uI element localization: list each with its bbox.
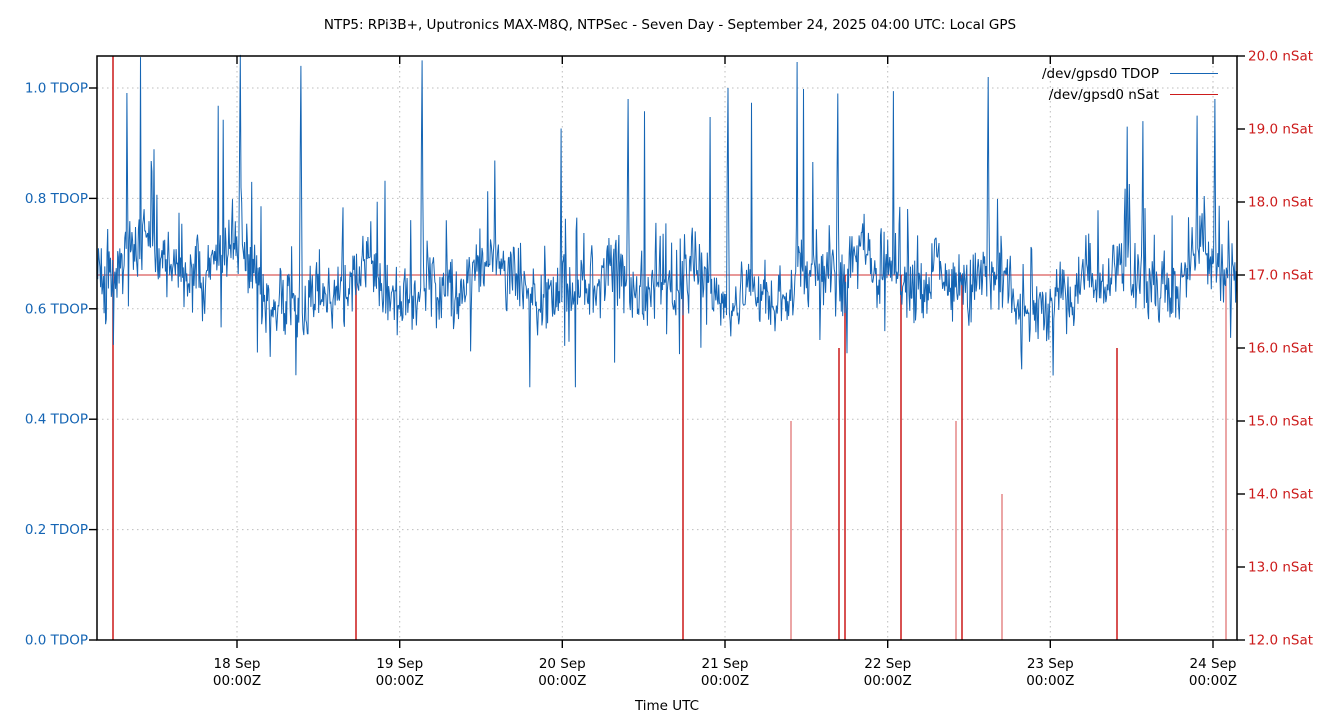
nsat-line-sample-icon	[1170, 94, 1218, 95]
x-tick-label: 20 Sep 00:00Z	[538, 656, 586, 689]
plot-border-rect	[96, 55, 1238, 641]
x-tick-label: 19 Sep 00:00Z	[376, 656, 424, 689]
legend-label-nsat: /dev/gpsd0 nSat	[1048, 86, 1159, 103]
axis-tick-labels: 0.0 TDOP 0.2 TDOP 0.4 TDOP 0.6 TDOP 0.8 TDOP…	[25, 49, 1313, 690]
left-tick-label: 0.2 TDOP	[25, 522, 88, 538]
grid-lines	[97, 56, 1237, 640]
left-tick-label: 0.0 TDOP	[25, 633, 88, 649]
tdop-line-sample-icon	[1170, 73, 1218, 74]
right-tick-label: 20.0 nSat	[1248, 49, 1313, 65]
x-tick-label: 18 Sep 00:00Z	[213, 656, 261, 689]
axis-tick-marks	[89, 55, 1245, 648]
x-tick-label: 23 Sep 00:00Z	[1026, 656, 1074, 689]
left-tick-label: 0.4 TDOP	[25, 412, 88, 428]
right-tick-label: 17.0 nSat	[1248, 268, 1313, 284]
legend-item-tdop: /dev/gpsd0 TDOP	[1042, 64, 1218, 83]
x-axis-title: Time UTC	[634, 698, 700, 714]
legend-label-tdop: /dev/gpsd0 TDOP	[1042, 65, 1159, 82]
right-tick-label: 16.0 nSat	[1248, 341, 1313, 357]
plot-border	[96, 55, 1238, 641]
left-tick-label: 1.0 TDOP	[25, 81, 88, 97]
tdop-series	[96, 54, 1238, 388]
legend-item-nsat: /dev/gpsd0 nSat	[1042, 85, 1218, 104]
x-tick-label: 21 Sep 00:00Z	[701, 656, 749, 689]
right-tick-label: 12.0 nSat	[1248, 633, 1313, 649]
chart-title: NTP5: RPi3B+, Uputronics MAX-M8Q, NTPSec…	[323, 17, 1017, 33]
right-tick-label: 18.0 nSat	[1248, 195, 1313, 211]
legend: /dev/gpsd0 TDOP /dev/gpsd0 nSat	[1042, 64, 1218, 104]
left-tick-label: 0.6 TDOP	[25, 301, 88, 317]
x-tick-label: 24 Sep 00:00Z	[1189, 656, 1237, 689]
tdop-trace	[96, 54, 1238, 388]
right-tick-label: 15.0 nSat	[1248, 414, 1313, 430]
left-tick-label: 0.8 TDOP	[25, 191, 88, 207]
right-tick-label: 13.0 nSat	[1248, 560, 1313, 576]
right-tick-label: 14.0 nSat	[1248, 487, 1313, 503]
right-tick-label: 19.0 nSat	[1248, 122, 1313, 138]
x-tick-label: 22 Sep 00:00Z	[864, 656, 912, 689]
nsat-series	[97, 56, 1237, 640]
